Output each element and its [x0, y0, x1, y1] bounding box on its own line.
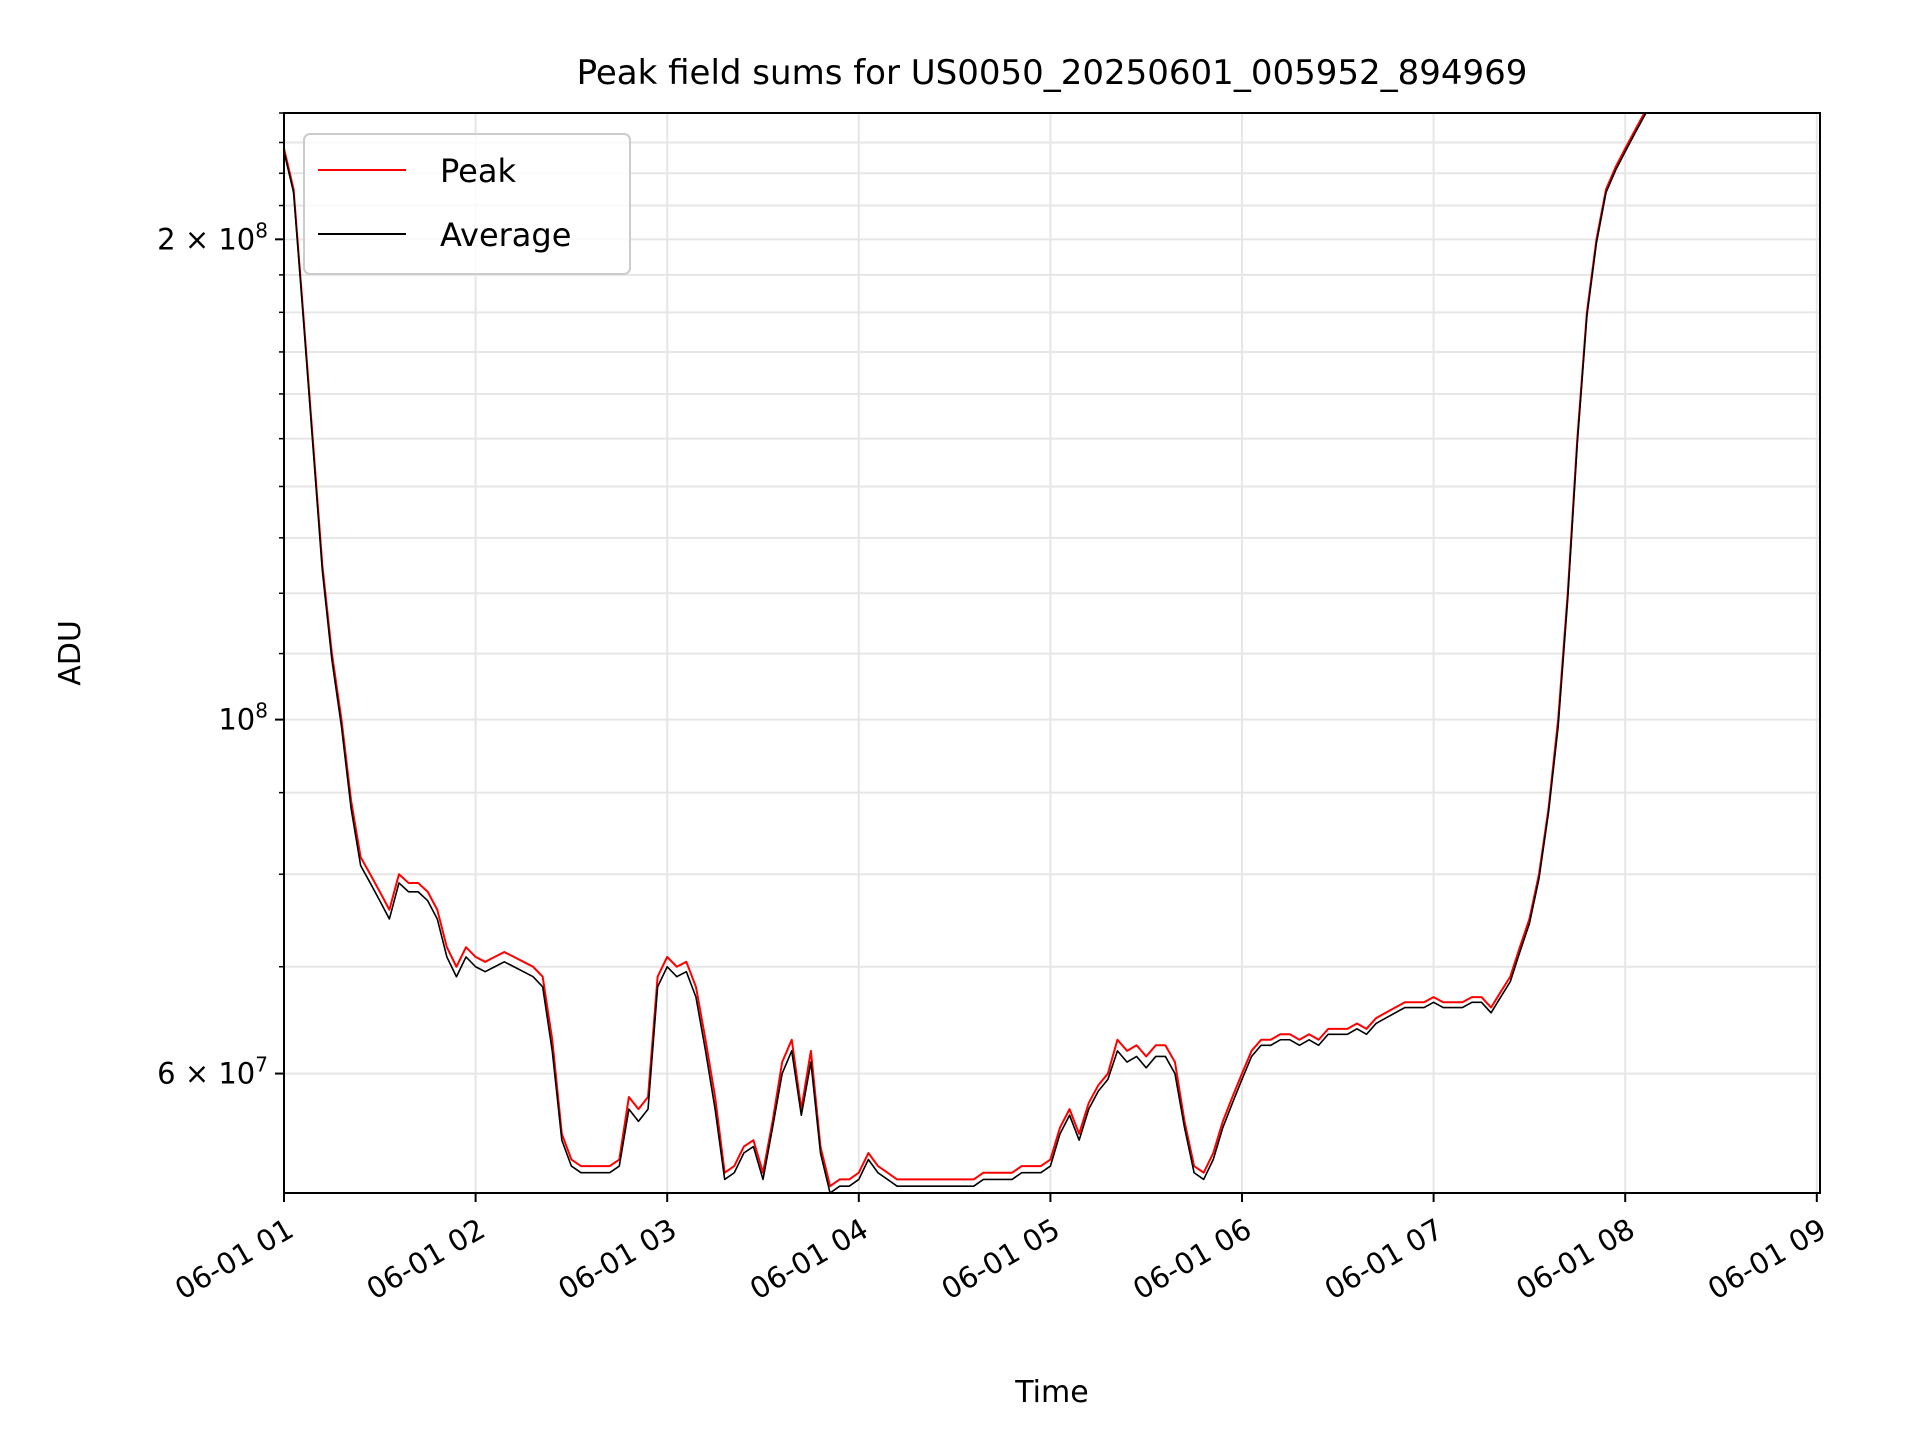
legend-label-average: Average: [440, 216, 571, 254]
series-line-average: [284, 113, 1647, 1193]
x-tick-label: 06-01 09: [1702, 1212, 1832, 1307]
x-tick-label: 06-01 02: [361, 1212, 491, 1307]
x-tick-label: 06-01 03: [552, 1212, 682, 1307]
y-tick-label: 108: [218, 699, 268, 737]
y-tick-label: 2 × 108: [157, 218, 268, 256]
grid: [283, 112, 1820, 1193]
y-tick-label: 6 × 107: [157, 1053, 268, 1091]
x-tick-label: 06-01 05: [936, 1212, 1066, 1307]
x-tick-label: 06-01 04: [744, 1212, 874, 1307]
x-axis-label: Time: [1014, 1375, 1088, 1410]
plot-lines: [284, 113, 1647, 1193]
legend: Peak Average: [303, 133, 631, 275]
x-tick-label: 06-01 07: [1319, 1212, 1449, 1307]
series-line-peak: [284, 113, 1646, 1188]
chart-title: Peak field sums for US0050_20250601_0059…: [577, 53, 1528, 93]
x-tick-label: 06-01 06: [1127, 1212, 1257, 1307]
x-tick-label: 06-01 01: [169, 1212, 299, 1307]
x-tick-label: 06-01 08: [1510, 1212, 1640, 1307]
legend-label-peak: Peak: [440, 152, 516, 190]
x-axis: 06-01 01 06-01 02 06-01 03 06-01 04 06-01 05…: [169, 1193, 1832, 1306]
y-axis-label: ADU: [53, 620, 88, 686]
y-axis: 6 × 107 108 2 × 108: [157, 112, 284, 1091]
